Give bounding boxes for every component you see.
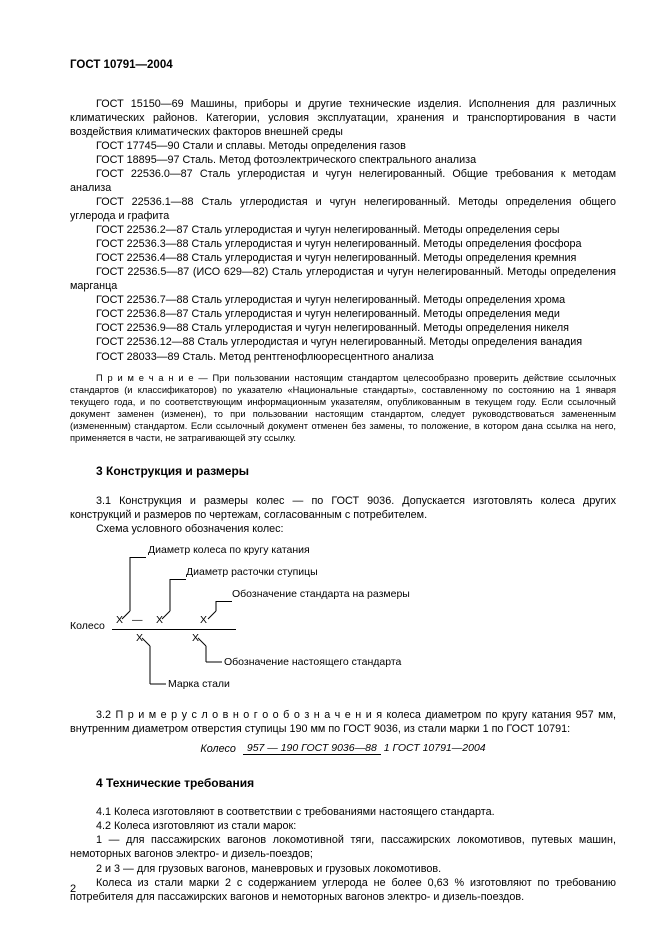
ref-entry: ГОСТ 22536.2—87 Сталь углеродистая и чуг… xyxy=(70,223,616,237)
designation-diagram: Диаметр колеса по кругу катания Диаметр … xyxy=(70,544,616,694)
ref-entry: ГОСТ 22536.12—88 Сталь углеродистая и чу… xyxy=(70,335,616,349)
body-text: 4.1 Колеса изготовляют в соответствии с … xyxy=(70,805,616,819)
body-text: 4.2 Колеса изготовляют из стали марок: xyxy=(70,819,616,833)
section-heading: 3 Конструкция и размеры xyxy=(96,464,616,480)
ref-entry: ГОСТ 22536.1—88 Сталь углеродистая и чуг… xyxy=(70,195,616,223)
ref-entry: ГОСТ 22536.3—88 Сталь углеродистая и чуг… xyxy=(70,237,616,251)
page-number: 2 xyxy=(70,882,76,896)
ref-entry: ГОСТ 15150—69 Машины, приборы и другие т… xyxy=(70,97,616,139)
ref-entry: ГОСТ 28033—89 Сталь. Метод рентгенофлюор… xyxy=(70,350,616,364)
diagram-x: X xyxy=(200,614,207,628)
section-heading: 4 Технические требования xyxy=(96,776,616,792)
body-text: 3.1 Конструкция и размеры колес — по ГОС… xyxy=(70,494,616,522)
document-header: ГОСТ 10791—2004 xyxy=(70,58,616,73)
diagram-x: X xyxy=(136,632,143,646)
diagram-x: X xyxy=(192,632,199,646)
ref-entry: ГОСТ 22536.0—87 Сталь углеродистая и чуг… xyxy=(70,167,616,195)
diagram-x: X xyxy=(116,614,123,628)
ref-entry: ГОСТ 22536.8—87 Сталь углеродистая и чуг… xyxy=(70,307,616,321)
formula-denominator: 1 ГОСТ 10791—2004 xyxy=(384,742,486,754)
diagram-x: X xyxy=(156,614,163,628)
ref-entry: ГОСТ 22536.5—87 (ИСО 629—82) Сталь углер… xyxy=(70,265,616,293)
formula-prefix: Колесо xyxy=(200,743,236,755)
body-text: Схема условного обозначения колес: xyxy=(70,522,616,536)
page: ГОСТ 10791—2004 ГОСТ 15150—69 Машины, пр… xyxy=(0,0,661,936)
diagram-label: Обозначение настоящего стандарта xyxy=(224,656,401,670)
body-text: 2 и 3 — для грузовых вагонов, маневровых… xyxy=(70,862,616,876)
body-text: 1 — для пассажирских вагонов локомотивно… xyxy=(70,833,616,861)
formula-numerator: 957 — 190 ГОСТ 9036—88 xyxy=(243,742,381,755)
example-formula: Колесо 957 — 190 ГОСТ 9036—88 1 ГОСТ 107… xyxy=(70,742,616,756)
ref-entry: ГОСТ 18895—97 Сталь. Метод фотоэлектриче… xyxy=(70,153,616,167)
diagram-label: Марка стали xyxy=(168,678,230,692)
ref-entry: ГОСТ 22536.4—88 Сталь углеродистая и чуг… xyxy=(70,251,616,265)
body-text: Колеса из стали марки 2 с содержанием уг… xyxy=(70,876,616,904)
note-text: П р и м е ч а н и е — При пользовании на… xyxy=(70,372,616,444)
references-block: ГОСТ 15150—69 Машины, приборы и другие т… xyxy=(70,97,616,364)
ref-entry: ГОСТ 22536.9—88 Сталь углеродистая и чуг… xyxy=(70,321,616,335)
ref-entry: ГОСТ 22536.7—88 Сталь углеродистая и чуг… xyxy=(70,293,616,307)
body-text: 3.2 П р и м е р у с л о в н о г о о б о … xyxy=(70,708,616,736)
diagram-prefix: Колесо xyxy=(70,620,105,634)
ref-entry: ГОСТ 17745—90 Стали и сплавы. Методы опр… xyxy=(70,139,616,153)
